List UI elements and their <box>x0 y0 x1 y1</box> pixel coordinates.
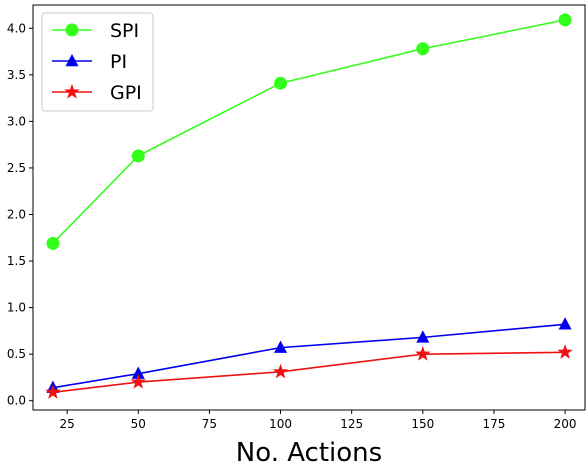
data-point <box>130 373 147 389</box>
series-line <box>52 351 566 394</box>
x-tick-label: 100 <box>269 417 292 431</box>
series-spi <box>46 13 572 250</box>
legend-box <box>41 12 154 112</box>
x-axis: 25 50 75 100 125 150 175 200 <box>60 410 577 431</box>
y-tick-label: 3.5 <box>7 68 26 82</box>
y-axis: 0.0 0.5 1.0 1.5 2.0 2.5 3.0 3.5 4.0 <box>7 21 33 408</box>
data-point <box>558 13 572 27</box>
x-tick-label: 175 <box>482 417 505 431</box>
x-tick-label: 200 <box>554 417 577 431</box>
legend: SPI PI GPI <box>41 12 154 112</box>
y-tick-label: 0.5 <box>7 347 26 361</box>
x-axis-label: No. Actions <box>236 438 382 464</box>
data-point <box>45 384 61 399</box>
legend-marker <box>65 53 79 67</box>
data-point <box>274 76 288 90</box>
data-point <box>416 42 430 56</box>
x-tick-label: 150 <box>411 417 434 431</box>
legend-item: PI <box>52 51 127 73</box>
legend-marker <box>65 23 79 37</box>
legend-label: PI <box>110 51 127 73</box>
x-tick-label: 125 <box>340 417 363 431</box>
legend-marker <box>64 83 80 99</box>
y-tick-label: 4.0 <box>7 21 26 35</box>
legend-label: GPI <box>110 82 142 104</box>
plot-frame <box>32 4 586 411</box>
data-point <box>415 346 431 361</box>
data-point <box>274 340 288 353</box>
x-tick-label: 50 <box>131 417 146 431</box>
legend-item: SPI <box>52 20 139 42</box>
y-tick-label: 2.0 <box>7 207 26 221</box>
data-point <box>558 317 572 330</box>
x-tick-label: 25 <box>60 417 75 431</box>
y-tick-label: 0.0 <box>7 394 26 408</box>
data-point <box>272 363 289 379</box>
data-point <box>46 236 60 250</box>
series-gpi <box>45 344 573 399</box>
x-tick-label: 75 <box>202 417 217 431</box>
data-point <box>131 366 145 379</box>
y-tick-label: 1.0 <box>7 301 26 315</box>
series-pi <box>46 317 572 393</box>
legend-item: GPI <box>52 82 142 104</box>
y-tick-label: 1.5 <box>7 254 26 268</box>
y-tick-label: 2.5 <box>7 161 26 175</box>
data-point <box>131 149 145 163</box>
data-point <box>416 330 430 343</box>
legend-label: SPI <box>110 20 139 42</box>
data-point <box>557 344 573 359</box>
series-layer <box>45 13 573 399</box>
series-line <box>52 323 566 389</box>
y-tick-label: 3.0 <box>7 114 26 128</box>
